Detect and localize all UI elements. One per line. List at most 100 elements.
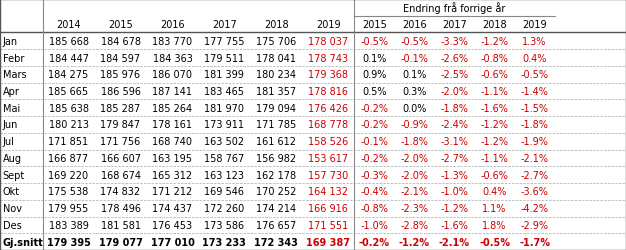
Text: 2015: 2015 — [108, 20, 133, 30]
Text: -1.2%: -1.2% — [481, 137, 508, 147]
Text: 2016: 2016 — [402, 20, 427, 30]
Text: 174 437: 174 437 — [152, 203, 193, 213]
Text: -1.4%: -1.4% — [521, 87, 548, 97]
Text: -2.0%: -2.0% — [401, 153, 428, 163]
Text: 173 233: 173 233 — [202, 237, 247, 247]
Text: 172 260: 172 260 — [204, 203, 245, 213]
Text: 0.1%: 0.1% — [403, 70, 426, 80]
Text: 2016: 2016 — [160, 20, 185, 30]
Text: 0.0%: 0.0% — [403, 103, 426, 113]
Text: 2015: 2015 — [362, 20, 387, 30]
Text: 177 010: 177 010 — [150, 237, 195, 247]
Text: 169 220: 169 220 — [48, 170, 89, 180]
Text: -1.0%: -1.0% — [361, 220, 388, 230]
Text: 184 447: 184 447 — [49, 53, 88, 63]
Text: 174 832: 174 832 — [100, 187, 141, 197]
Text: -0.3%: -0.3% — [361, 170, 388, 180]
Text: 168 674: 168 674 — [101, 170, 140, 180]
Text: 173 586: 173 586 — [204, 220, 245, 230]
Text: 178 496: 178 496 — [101, 203, 140, 213]
Text: 176 453: 176 453 — [152, 220, 193, 230]
Text: Des: Des — [3, 220, 21, 230]
Text: 181 581: 181 581 — [101, 220, 140, 230]
Text: 165 312: 165 312 — [152, 170, 193, 180]
Text: 0.3%: 0.3% — [403, 87, 426, 97]
Text: Apr: Apr — [3, 87, 19, 97]
Text: 175 706: 175 706 — [256, 37, 297, 47]
Text: 185 264: 185 264 — [152, 103, 193, 113]
Text: 179 077: 179 077 — [98, 237, 143, 247]
Text: 171 756: 171 756 — [100, 137, 141, 147]
Text: 0.5%: 0.5% — [362, 87, 387, 97]
Text: 163 195: 163 195 — [153, 153, 192, 163]
Text: 161 612: 161 612 — [257, 137, 296, 147]
Text: 169 546: 169 546 — [205, 187, 244, 197]
Text: 178 816: 178 816 — [309, 87, 348, 97]
Text: -3.3%: -3.3% — [441, 37, 468, 47]
Text: 169 387: 169 387 — [306, 237, 351, 247]
Text: 179 094: 179 094 — [257, 103, 296, 113]
Text: -0.1%: -0.1% — [401, 53, 428, 63]
Text: -2.0%: -2.0% — [401, 170, 428, 180]
Text: -0.2%: -0.2% — [361, 153, 388, 163]
Text: 178 041: 178 041 — [257, 53, 296, 63]
Text: 0.1%: 0.1% — [362, 53, 386, 63]
Text: -2.0%: -2.0% — [441, 87, 468, 97]
Text: 171 851: 171 851 — [48, 137, 89, 147]
Text: -2.5%: -2.5% — [441, 70, 468, 80]
Text: 184 363: 184 363 — [153, 53, 192, 63]
Text: -2.1%: -2.1% — [401, 187, 428, 197]
Text: -0.5%: -0.5% — [361, 37, 388, 47]
Text: 174 214: 174 214 — [256, 203, 297, 213]
Text: 184 275: 184 275 — [48, 70, 89, 80]
Text: 184 597: 184 597 — [100, 53, 141, 63]
Text: 168 740: 168 740 — [153, 137, 192, 147]
Text: Sept: Sept — [3, 170, 25, 180]
Text: 168 778: 168 778 — [308, 120, 349, 130]
Text: -1.9%: -1.9% — [521, 137, 548, 147]
Text: 2019: 2019 — [522, 20, 547, 30]
Text: -3.6%: -3.6% — [521, 187, 548, 197]
Text: 0.4%: 0.4% — [483, 187, 506, 197]
Text: -1.6%: -1.6% — [441, 220, 468, 230]
Text: 186 070: 186 070 — [153, 70, 192, 80]
Text: 179 955: 179 955 — [48, 203, 89, 213]
Text: -0.9%: -0.9% — [401, 120, 428, 130]
Text: Aug: Aug — [3, 153, 21, 163]
Text: 173 911: 173 911 — [205, 120, 244, 130]
Text: 164 132: 164 132 — [309, 187, 348, 197]
Text: 2017: 2017 — [212, 20, 237, 30]
Text: 185 976: 185 976 — [100, 70, 141, 80]
Text: -2.7%: -2.7% — [441, 153, 468, 163]
Text: -0.8%: -0.8% — [361, 203, 388, 213]
Text: -1.1%: -1.1% — [481, 87, 508, 97]
Text: -4.2%: -4.2% — [521, 203, 548, 213]
Text: 153 617: 153 617 — [308, 153, 349, 163]
Text: 183 389: 183 389 — [49, 220, 88, 230]
Text: 170 252: 170 252 — [256, 187, 297, 197]
Text: -1.7%: -1.7% — [519, 237, 550, 247]
Text: 156 982: 156 982 — [256, 153, 297, 163]
Text: -2.3%: -2.3% — [401, 203, 428, 213]
Text: -0.6%: -0.6% — [481, 70, 508, 80]
Text: 1.3%: 1.3% — [523, 37, 546, 47]
Text: 184 678: 184 678 — [101, 37, 140, 47]
Text: 2018: 2018 — [482, 20, 507, 30]
Text: 166 877: 166 877 — [48, 153, 89, 163]
Text: -1.2%: -1.2% — [399, 237, 430, 247]
Text: 171 551: 171 551 — [308, 220, 349, 230]
Text: -2.6%: -2.6% — [441, 53, 468, 63]
Text: -1.2%: -1.2% — [441, 203, 468, 213]
Text: -0.5%: -0.5% — [401, 37, 428, 47]
Text: Jun: Jun — [3, 120, 18, 130]
Text: 185 638: 185 638 — [49, 103, 88, 113]
Text: -0.2%: -0.2% — [359, 237, 390, 247]
Text: 185 665: 185 665 — [48, 87, 89, 97]
Text: 0.9%: 0.9% — [362, 70, 386, 80]
Text: -2.4%: -2.4% — [441, 120, 468, 130]
Text: 179 368: 179 368 — [309, 70, 348, 80]
Text: 2019: 2019 — [316, 20, 341, 30]
Text: -1.2%: -1.2% — [481, 37, 508, 47]
Text: 181 399: 181 399 — [205, 70, 244, 80]
Text: 185 287: 185 287 — [100, 103, 141, 113]
